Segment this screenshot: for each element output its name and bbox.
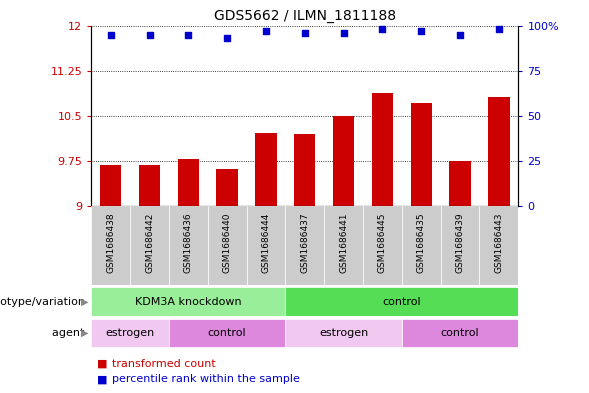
Point	[184, 31, 193, 38]
Text: GSM1686442: GSM1686442	[145, 213, 154, 273]
Text: GSM1686439: GSM1686439	[455, 213, 465, 273]
Text: control: control	[441, 328, 479, 338]
Bar	[91, 287, 286, 316]
Bar	[169, 319, 286, 347]
Text: control: control	[208, 328, 246, 338]
Bar	[488, 97, 509, 206]
Bar	[255, 133, 277, 206]
Bar	[217, 169, 238, 206]
Point	[494, 26, 504, 32]
Bar	[247, 206, 286, 285]
Text: GSM1686435: GSM1686435	[417, 213, 426, 273]
Point	[339, 29, 348, 36]
Bar	[324, 206, 363, 285]
Text: GSM1686444: GSM1686444	[262, 213, 270, 273]
Text: ■: ■	[97, 358, 111, 369]
Text: ▶: ▶	[81, 297, 88, 307]
Text: genotype/variation: genotype/variation	[0, 297, 88, 307]
Title: GDS5662 / ILMN_1811188: GDS5662 / ILMN_1811188	[214, 9, 396, 23]
Point	[455, 31, 465, 38]
Text: agent: agent	[52, 328, 88, 338]
Point	[106, 31, 115, 38]
Bar	[91, 319, 169, 347]
Text: GSM1686438: GSM1686438	[106, 213, 115, 273]
Text: control: control	[382, 297, 421, 307]
Point	[145, 31, 154, 38]
Bar	[208, 206, 247, 285]
Point	[300, 29, 310, 36]
Bar	[178, 159, 199, 206]
Text: GSM1686441: GSM1686441	[339, 213, 348, 273]
Bar	[286, 319, 402, 347]
Text: percentile rank within the sample: percentile rank within the sample	[112, 374, 300, 384]
Text: GSM1686440: GSM1686440	[223, 213, 231, 273]
Bar	[402, 319, 518, 347]
Point	[416, 28, 426, 34]
Point	[223, 35, 232, 41]
Bar	[449, 161, 471, 206]
Text: ■: ■	[97, 374, 111, 384]
Point	[378, 26, 387, 32]
Text: GSM1686443: GSM1686443	[494, 213, 504, 273]
Text: transformed count: transformed count	[112, 358, 216, 369]
Text: estrogen: estrogen	[319, 328, 368, 338]
Bar	[139, 165, 160, 206]
Bar	[294, 134, 316, 206]
Bar	[130, 206, 169, 285]
Text: estrogen: estrogen	[105, 328, 155, 338]
Bar	[479, 206, 518, 285]
Bar	[441, 206, 479, 285]
Bar	[286, 287, 518, 316]
Bar	[169, 206, 208, 285]
Bar	[100, 165, 121, 206]
Bar	[333, 116, 355, 206]
Bar	[411, 103, 432, 206]
Text: GSM1686445: GSM1686445	[378, 213, 387, 273]
Bar	[402, 206, 441, 285]
Bar	[91, 206, 130, 285]
Bar	[372, 93, 393, 206]
Bar	[363, 206, 402, 285]
Bar	[286, 206, 324, 285]
Point	[262, 28, 271, 34]
Text: GSM1686437: GSM1686437	[300, 213, 309, 273]
Text: ▶: ▶	[81, 328, 88, 338]
Text: GSM1686436: GSM1686436	[184, 213, 193, 273]
Text: KDM3A knockdown: KDM3A knockdown	[135, 297, 241, 307]
